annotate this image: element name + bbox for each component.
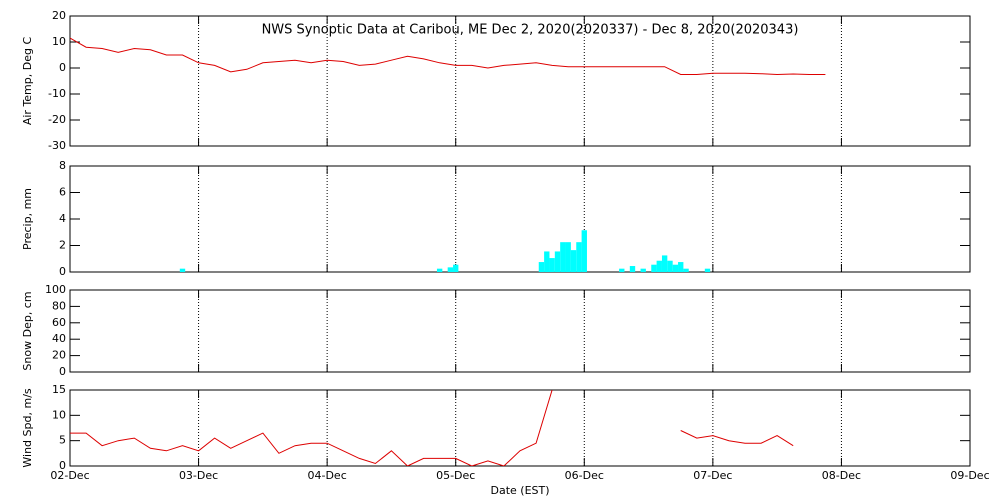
bar xyxy=(629,266,636,272)
bar xyxy=(436,268,443,272)
y-tick-label: -10 xyxy=(48,87,66,100)
bar xyxy=(640,268,646,272)
x-tick-label: 08-Dec xyxy=(822,469,861,482)
y-tick-label: 10 xyxy=(52,408,66,421)
plot-frame xyxy=(69,289,971,373)
bar xyxy=(619,268,625,272)
bar xyxy=(581,230,587,272)
bar xyxy=(672,264,679,272)
bar xyxy=(453,264,459,272)
plot-frame xyxy=(69,15,971,147)
y-tick-label: 15 xyxy=(52,383,66,396)
y-tick-label: 2 xyxy=(59,239,66,252)
x-axis-label: Date (EST) xyxy=(490,484,549,497)
plot-frame xyxy=(69,165,971,273)
y-tick-label: -30 xyxy=(48,139,66,152)
bar xyxy=(683,268,689,272)
y-tick-label: 10 xyxy=(52,35,66,48)
data-line xyxy=(70,37,826,76)
data-line xyxy=(70,390,794,466)
plot-frame xyxy=(69,389,971,467)
bar xyxy=(447,267,454,272)
y-tick-label: 0 xyxy=(59,61,66,74)
x-tick-label: 07-Dec xyxy=(693,469,732,482)
bar xyxy=(704,268,711,272)
bar xyxy=(656,260,662,272)
bar xyxy=(544,251,550,272)
y-tick-label: 4 xyxy=(59,212,66,225)
y-axis-label: Wind Spd, m/s xyxy=(21,388,34,468)
y-tick-label: 60 xyxy=(52,316,66,329)
bar xyxy=(678,262,684,272)
y-tick-label: 5 xyxy=(59,434,66,447)
bar xyxy=(565,242,571,272)
x-tick-label: 03-Dec xyxy=(179,469,218,482)
y-tick-label: 0 xyxy=(59,459,66,472)
bar xyxy=(570,250,577,272)
y-tick-label: 100 xyxy=(45,283,66,296)
x-tick-label: 04-Dec xyxy=(308,469,347,482)
bar xyxy=(179,268,186,272)
x-tick-label: 02-Dec xyxy=(50,469,89,482)
y-tick-label: -20 xyxy=(48,113,66,126)
y-tick-label: 0 xyxy=(59,265,66,278)
bar xyxy=(651,264,657,272)
y-tick-label: 0 xyxy=(59,365,66,378)
y-axis-label: Air Temp, Deg C xyxy=(21,37,34,126)
y-tick-label: 8 xyxy=(59,159,66,172)
x-tick-label: 09-Dec xyxy=(950,469,989,482)
bar xyxy=(667,260,673,272)
y-axis-label: Snow Dep, cm xyxy=(21,291,34,370)
y-tick-label: 6 xyxy=(59,186,66,199)
bar xyxy=(554,251,561,272)
bar xyxy=(549,258,555,272)
x-tick-label: 06-Dec xyxy=(565,469,604,482)
chart-title: NWS Synoptic Data at Caribou, ME Dec 2, … xyxy=(262,23,799,38)
bar xyxy=(560,242,566,272)
y-tick-label: 20 xyxy=(52,9,66,22)
x-tick-label: 05-Dec xyxy=(436,469,475,482)
y-tick-label: 40 xyxy=(52,332,66,345)
bar xyxy=(538,262,545,272)
y-tick-label: 20 xyxy=(52,349,66,362)
bar xyxy=(576,242,582,272)
bar xyxy=(661,255,668,272)
y-tick-label: 80 xyxy=(52,299,66,312)
y-axis-label: Precip, mm xyxy=(21,188,34,250)
